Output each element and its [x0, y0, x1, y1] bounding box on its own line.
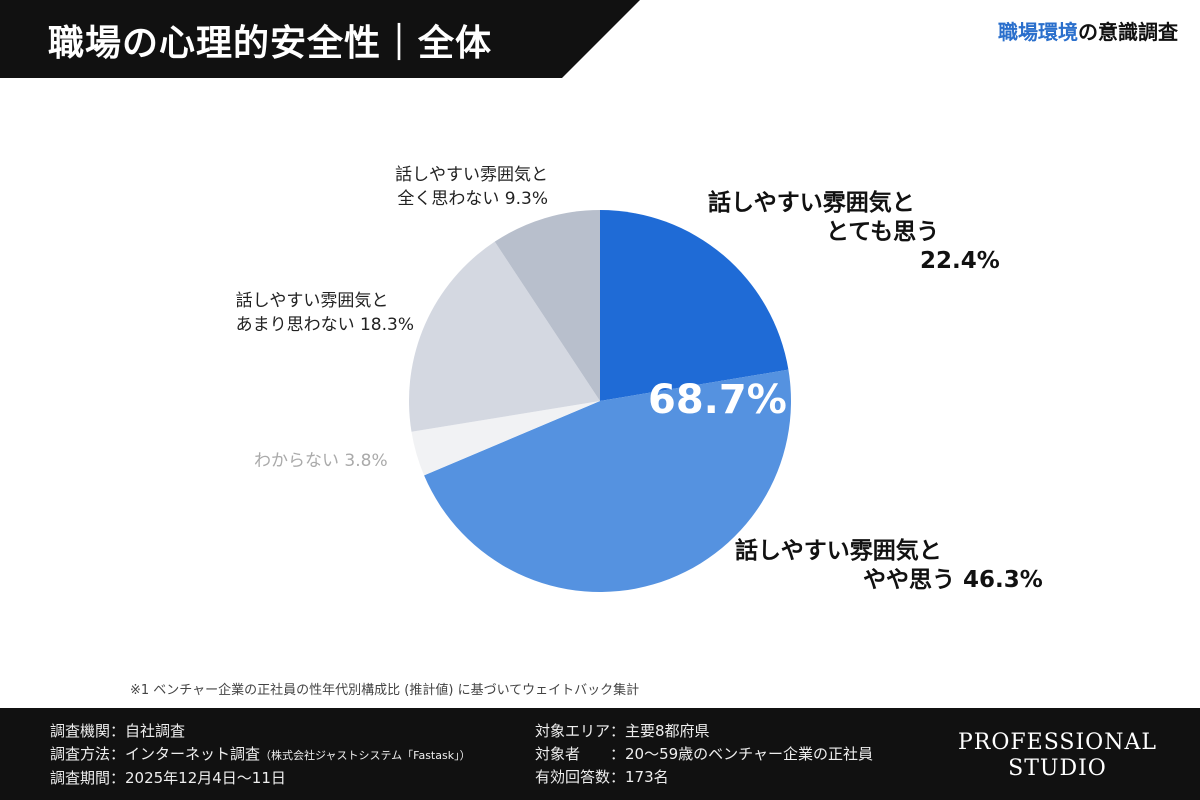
- value-label: 9.3%: [504, 189, 548, 209]
- survey-agency: 調査機関：自社調査: [50, 722, 186, 740]
- label-somewhat: 話しやすい雰囲気と やや思う 46.3%: [735, 537, 1043, 595]
- label-very-much: 話しやすい雰囲気と とても思う 22.4%: [708, 189, 1000, 276]
- value-label: 22.4%: [920, 248, 1000, 274]
- positive-total-label: 68.7%: [648, 377, 787, 423]
- survey-area: 対象エリア：主要8都府県: [535, 722, 710, 740]
- brand-rest: の意識調査: [1078, 20, 1178, 44]
- label-line: 全く思わない: [397, 189, 500, 209]
- label-line: あまり思わない: [235, 315, 355, 335]
- logo-line: PROFESSIONAL: [958, 730, 1157, 755]
- value-label: 3.8%: [344, 451, 388, 471]
- survey-period: 調査期間：2025年12月4日〜11日: [50, 769, 286, 787]
- pie-slice-4: [494, 210, 600, 401]
- label-line: 話しやすい雰囲気と: [235, 291, 389, 311]
- survey-method-note: （株式会社ジャストシステム「Fastask」）: [260, 749, 471, 762]
- page-title: 職場の心理的安全性｜全体: [48, 23, 493, 64]
- label-line: 話しやすい雰囲気と: [708, 190, 915, 216]
- label-not-much: 話しやすい雰囲気と あまり思わない 18.3%: [236, 289, 414, 337]
- pie-slice-1: [424, 369, 791, 592]
- label-dont-know: わからない 3.8%: [254, 449, 388, 473]
- brand-highlight: 職場環境: [998, 20, 1078, 44]
- value-label: 46.3%: [963, 567, 1043, 593]
- label-line: とても思う: [826, 219, 940, 245]
- label-not-at-all: 話しやすい雰囲気と 全く思わない 9.3%: [395, 163, 548, 211]
- label-line: 話しやすい雰囲気と: [735, 538, 942, 564]
- survey-method: 調査方法：インターネット調査: [50, 745, 261, 763]
- footer-middle: 対象エリア：主要8都府県 対象者 ：20〜59歳のベンチャー企業の正社員 有効回…: [535, 720, 873, 789]
- pie-slice-0: [600, 210, 789, 401]
- value-label: 18.3%: [359, 315, 414, 335]
- title-bar: [0, 0, 640, 78]
- survey-responses: 有効回答数：173名: [535, 768, 669, 786]
- pie-slice-3: [409, 241, 600, 432]
- label-line: 話しやすい雰囲気と: [395, 165, 548, 185]
- logo-line: STUDIO: [1008, 756, 1107, 781]
- label-line: やや思う: [863, 567, 955, 593]
- footnote: ※1 ベンチャー企業の正社員の性年代別構成比 (推計値) に基づいてウェイトバッ…: [130, 683, 640, 698]
- professional-studio-logo: PROFESSIONAL STUDIO: [958, 730, 1157, 782]
- survey-target: 対象者 ：20〜59歳のベンチャー企業の正社員: [535, 745, 874, 763]
- survey-brand: 職場環境の意識調査: [998, 16, 1178, 45]
- label-line: わからない: [254, 451, 339, 471]
- pie-slice-2: [411, 401, 600, 476]
- footer-left: 調査機関：自社調査 調査方法：インターネット調査（株式会社ジャストシステム「Fa…: [50, 720, 471, 790]
- footer: 調査機関：自社調査 調査方法：インターネット調査（株式会社ジャストシステム「Fa…: [0, 708, 1200, 800]
